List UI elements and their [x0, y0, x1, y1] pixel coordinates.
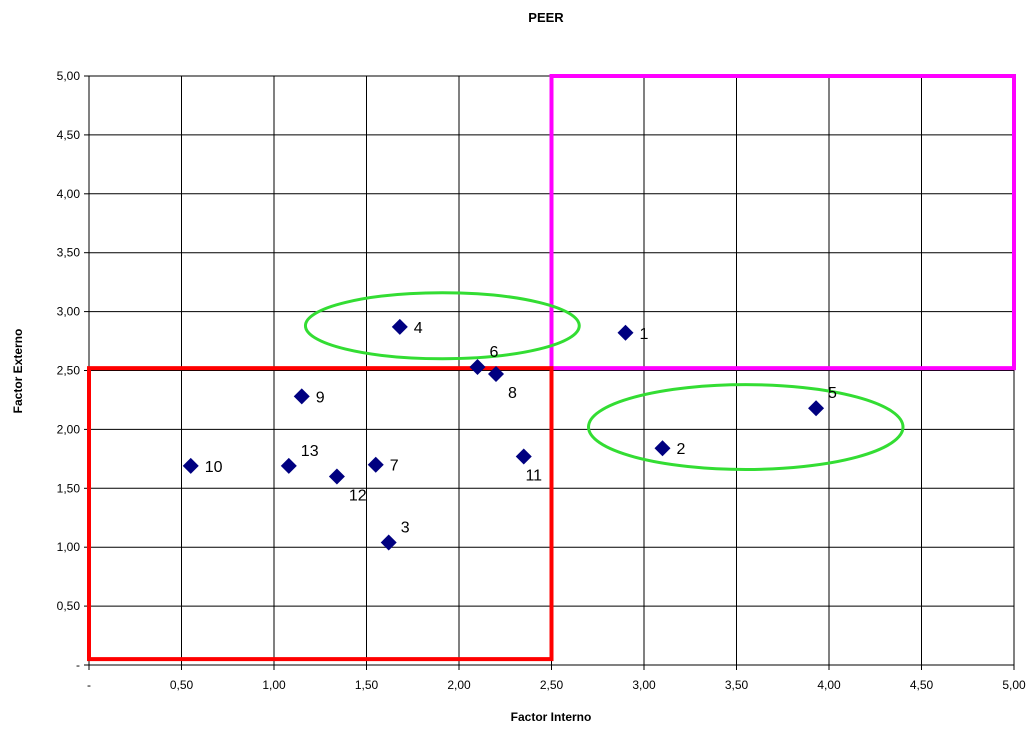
x-tick-label: 2,50 [540, 678, 564, 692]
data-label-5: 5 [828, 385, 837, 402]
data-point-3 [380, 534, 397, 551]
x-tick-label: - [87, 678, 91, 692]
data-label-1: 1 [640, 326, 649, 343]
x-tick-label: 1,50 [355, 678, 379, 692]
highlight-ellipse [587, 383, 905, 471]
y-tick-label: 3,50 [57, 246, 81, 260]
regions [87, 74, 1016, 662]
data-label-7: 7 [390, 458, 399, 475]
y-tick-label: 1,00 [57, 540, 81, 554]
data-point-11 [515, 448, 532, 465]
data-label-9: 9 [316, 389, 325, 406]
data-point-7 [367, 456, 384, 473]
highlight-ellipse [303, 291, 581, 361]
y-axis-ticks: - 0,50 1,00 1,50 2,00 2,50 3,00 3,50 4,00 4,50 5,0… [57, 69, 89, 672]
data-label-10: 10 [205, 459, 223, 476]
points [182, 318, 825, 551]
data-point-12 [328, 468, 345, 485]
highlight-rectangle [87, 366, 554, 662]
data-label-11: 11 [525, 467, 542, 484]
x-axis-ticks: - 0,50 1,00 1,50 2,00 2,50 3,00 3,50 4,00 4,50 5,0… [87, 665, 1026, 692]
data-point-8 [488, 366, 504, 383]
x-tick-label: 3,50 [725, 678, 749, 692]
data-label-8: 8 [508, 385, 517, 402]
x-axis-label: Factor Interno [511, 710, 592, 724]
y-tick-label: 0,50 [57, 599, 81, 613]
y-tick-label: 3,00 [57, 305, 81, 319]
x-tick-label: 5,00 [1002, 678, 1026, 692]
y-axis-label: Factor Externo [11, 329, 25, 414]
data-point-10 [182, 457, 199, 474]
chart-title: PEER [528, 10, 564, 25]
data-point-13 [280, 457, 297, 474]
y-tick-label: 4,00 [57, 187, 81, 201]
highlight-rectangle [549, 74, 1016, 371]
x-tick-label: 4,50 [910, 678, 934, 692]
x-tick-label: 3,00 [632, 678, 656, 692]
x-tick-label: 0,50 [170, 678, 194, 692]
data-label-6: 6 [490, 344, 499, 361]
x-tick-label: 2,00 [447, 678, 471, 692]
y-tick-label: 1,50 [57, 481, 81, 495]
data-label-3: 3 [401, 519, 410, 536]
data-point-6 [469, 358, 486, 375]
data-point-5 [808, 400, 825, 417]
y-tick-label: - [76, 658, 80, 672]
y-tick-label: 5,00 [57, 69, 81, 83]
data-point-9 [293, 388, 310, 405]
x-tick-label: 4,00 [817, 678, 841, 692]
y-tick-label: 2,00 [57, 422, 81, 436]
x-tick-label: 1,00 [262, 678, 286, 692]
data-label-13: 13 [301, 443, 319, 460]
y-tick-label: 4,50 [57, 128, 81, 142]
data-point-2 [654, 440, 671, 457]
data-point-1 [617, 324, 634, 341]
data-label-2: 2 [677, 441, 686, 458]
data-label-4: 4 [414, 320, 423, 337]
data-label-12: 12 [349, 488, 367, 505]
data-point-4 [391, 318, 408, 335]
y-tick-label: 2,50 [57, 364, 81, 378]
